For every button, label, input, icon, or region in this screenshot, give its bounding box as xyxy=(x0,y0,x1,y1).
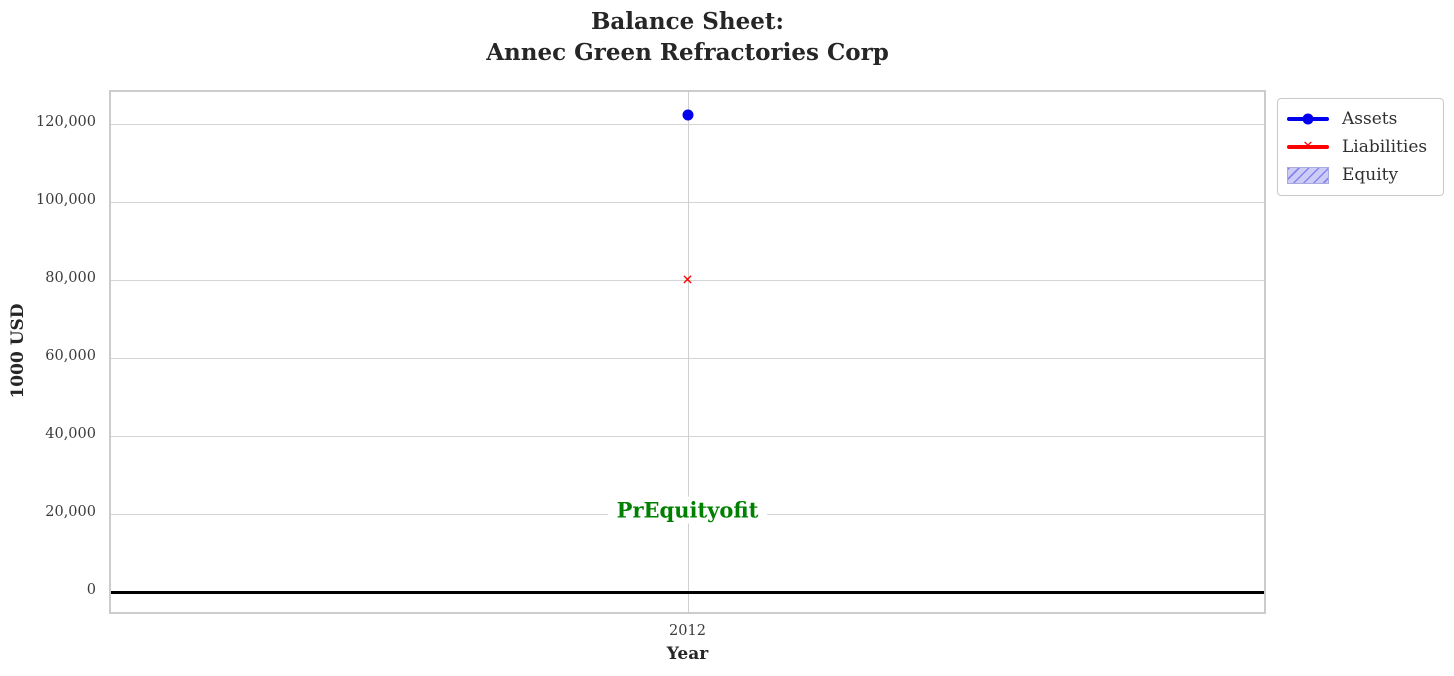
chart-title: Balance Sheet: Annec Green Refractories … xyxy=(486,8,889,66)
assets-line-icon xyxy=(1287,110,1329,128)
equity-hatched-patch-icon xyxy=(1287,166,1329,184)
y-tick-label: 80,000 xyxy=(45,270,96,287)
legend-item-liabilities[interactable]: ✕ Liabilities xyxy=(1287,133,1434,161)
y-tick-label: 40,000 xyxy=(45,426,96,443)
legend-label-equity: Equity xyxy=(1342,165,1399,185)
legend-label-assets: Assets xyxy=(1342,109,1398,129)
legend-item-assets[interactable]: Assets xyxy=(1287,105,1434,133)
legend-label-liabilities: Liabilities xyxy=(1342,137,1428,157)
assets-point-marker[interactable] xyxy=(682,109,693,121)
liabilities-x-marker[interactable]: ✕ xyxy=(681,272,694,289)
y-tick-label: 20,000 xyxy=(45,504,96,520)
annotation-text: PrEquityofit xyxy=(607,496,768,524)
zero-baseline xyxy=(111,590,1264,594)
plot-area: PrEquityofit ✕ xyxy=(109,90,1266,614)
legend: Assets ✕ Liabilities Equity xyxy=(1277,98,1444,196)
y-tick-label: 100,000 xyxy=(36,192,96,209)
y-tick-label: 60,000 xyxy=(45,348,96,365)
x-axis-label: Year xyxy=(666,644,709,664)
gridline-vertical-2012 xyxy=(687,92,689,612)
legend-item-equity[interactable]: Equity xyxy=(1287,161,1434,189)
y-tick-label: 120,000 xyxy=(36,114,96,131)
liabilities-line-icon: ✕ xyxy=(1287,138,1329,156)
x-tick-label: 2012 xyxy=(669,623,706,639)
y-tick-label: 0 xyxy=(86,582,96,598)
